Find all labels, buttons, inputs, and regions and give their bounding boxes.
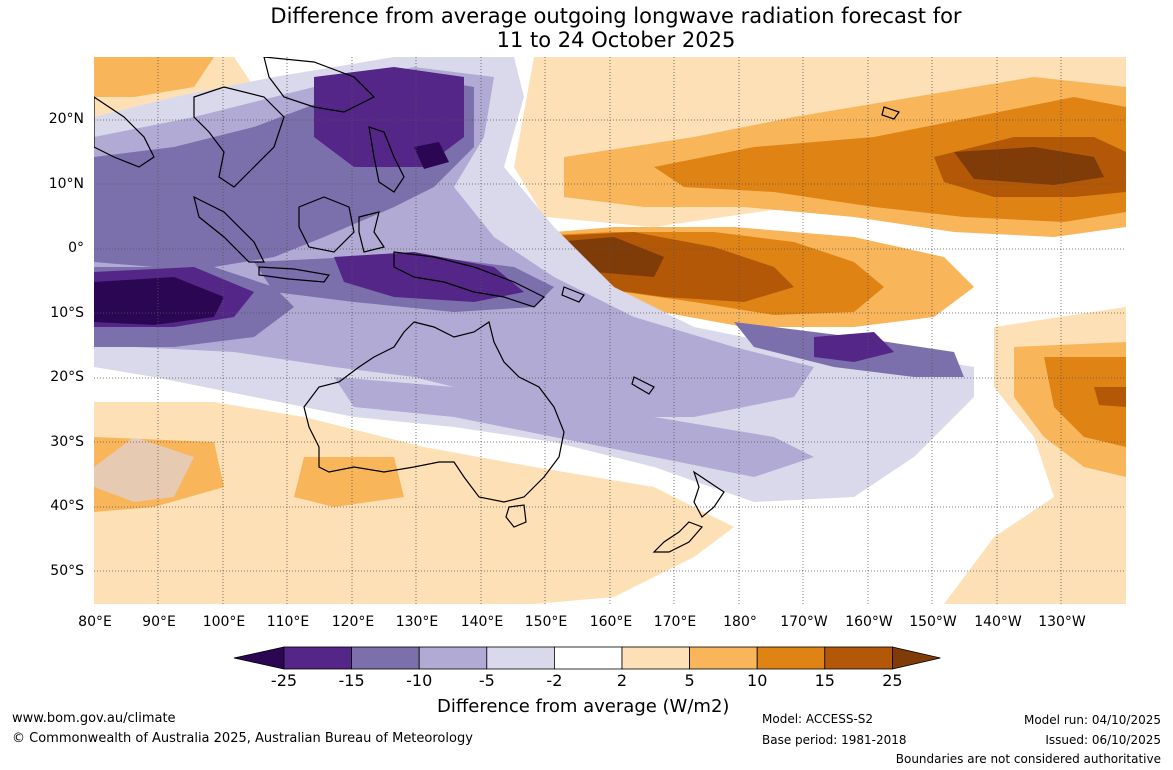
anomaly-band-dark-purple-south-pacific	[814, 332, 894, 362]
lon-label-140w: 140°W	[974, 614, 1022, 630]
anomaly-band-dark-purple-newguinea	[334, 252, 524, 302]
map-gridlines	[94, 57, 1126, 604]
anomaly-band-dark-orange-east	[1044, 357, 1126, 447]
new-guinea-coastline	[393, 251, 546, 308]
lat-label-0: 0°	[68, 240, 84, 256]
colorbar-segment	[283, 646, 352, 670]
colorbar-tick-label: -2	[546, 671, 563, 690]
colorbar-segment	[824, 646, 893, 670]
colorbar-tick-label: 2	[616, 671, 628, 690]
solomon-islands-coastline	[561, 286, 585, 303]
title-line-1: Difference from average outgoing longwav…	[270, 4, 962, 28]
anomaly-band-light-purple-sw-strip	[94, 437, 194, 502]
colorbar-segment	[689, 646, 758, 670]
sumatra-coastline	[193, 195, 265, 263]
borneo-coastline	[298, 196, 355, 253]
sulawesi-coastline	[358, 211, 385, 253]
lon-label-80e: 80°E	[78, 614, 112, 630]
colorbar-tick-label: -25	[270, 671, 298, 690]
lat-label-20s: 20°S	[50, 369, 84, 385]
colorbar	[232, 645, 942, 675]
website-link[interactable]: www.bom.gov.au/climate	[12, 711, 176, 726]
colorbar-segment	[486, 646, 555, 670]
colorbar-tick-label: 5	[684, 671, 695, 690]
model-run-text: Model run: 04/10/2025	[1023, 713, 1161, 727]
lon-label-100e: 100°E	[202, 614, 246, 630]
colorbar-title: Difference from average (W/m2)	[437, 696, 730, 717]
colorbar-segment	[351, 646, 420, 670]
lat-label-20n: 20°N	[48, 111, 84, 127]
anomaly-band-dark-purple-philippines	[314, 67, 464, 167]
lon-label-170e: 170°E	[653, 614, 697, 630]
lon-label-170w: 170°W	[780, 614, 828, 630]
colorbar-extension-low	[233, 646, 285, 670]
india-coastline	[94, 96, 155, 168]
lon-label-130e: 130°E	[395, 614, 439, 630]
china-coastline	[263, 57, 376, 113]
anomaly-core-extreme-negative-indian	[94, 277, 224, 325]
anomaly-core-extreme-positive-north	[954, 147, 1104, 185]
lon-label-150w: 150°W	[909, 614, 957, 630]
lat-label-10s: 10°S	[50, 305, 84, 321]
lon-label-110e: 110°E	[266, 614, 310, 630]
australia-coastline	[303, 321, 565, 503]
base-period-text: Base period: 1981-2018	[762, 733, 907, 747]
indochina-coastline	[193, 86, 285, 188]
disclaimer-text: Boundaries are not considered authoritat…	[895, 752, 1161, 766]
lat-label-50s: 50°S	[50, 563, 84, 579]
new-caledonia-coastline	[631, 376, 655, 395]
title-line-2: 11 to 24 October 2025	[496, 28, 736, 52]
anomaly-band-orange-australia-south	[294, 457, 404, 507]
hawaii-coastline	[881, 106, 900, 120]
colorbar-tick-label: 15	[814, 671, 835, 690]
philippines-coastline	[368, 126, 405, 193]
lat-label-40s: 40°S	[50, 498, 84, 514]
colorbar-tick-label: -10	[406, 671, 433, 690]
lon-label-120e: 120°E	[331, 614, 375, 630]
model-text: Model: ACCESS-S2	[762, 712, 874, 726]
colorbar-segment	[418, 646, 488, 670]
anomaly-core-extreme-negative-philippines	[414, 142, 449, 169]
colorbar-segment	[756, 646, 826, 670]
lon-label-150e: 150°E	[524, 614, 568, 630]
lon-label-160w: 160°W	[845, 614, 893, 630]
colorbar-tick-label: -15	[338, 671, 365, 690]
lon-label-140e: 140°E	[460, 614, 504, 630]
lon-label-180: 180°	[723, 614, 757, 630]
coastlines	[94, 57, 900, 553]
colorbar-segment	[553, 646, 623, 670]
issued-text: Issued: 06/10/2025	[1045, 733, 1161, 747]
colorbar-tick-label: 25	[882, 671, 903, 690]
anomaly-band-light-orange-south	[94, 402, 734, 604]
tasmania-coastline	[505, 504, 527, 528]
colorbar-segments	[233, 646, 941, 670]
java-coastline	[258, 266, 331, 283]
lon-label-160e: 160°E	[589, 614, 633, 630]
colorbar-segment	[621, 646, 690, 670]
colorbar-tick-label: 10	[747, 671, 768, 690]
copyright-text: © Commonwealth of Australia 2025, Austra…	[12, 731, 473, 746]
anomaly-band-brown-east	[1094, 387, 1126, 407]
new-zealand-south-coastline	[652, 521, 704, 553]
olr-anomaly-map	[94, 57, 1126, 604]
anomaly-band-orange-nw-corner	[94, 57, 214, 97]
colorbar-tick-label: -5	[478, 671, 495, 690]
colorbar-extension-high	[892, 646, 941, 670]
lon-label-90e: 90°E	[142, 614, 176, 630]
new-zealand-north-coastline	[692, 470, 725, 518]
lon-label-130w: 130°W	[1038, 614, 1086, 630]
lat-label-30s: 30°S	[50, 434, 84, 450]
chart-title: Difference from average outgoing longwav…	[0, 4, 1173, 52]
lat-label-10n: 10°N	[48, 176, 84, 192]
anomaly-band-purple-australia	[334, 377, 814, 477]
